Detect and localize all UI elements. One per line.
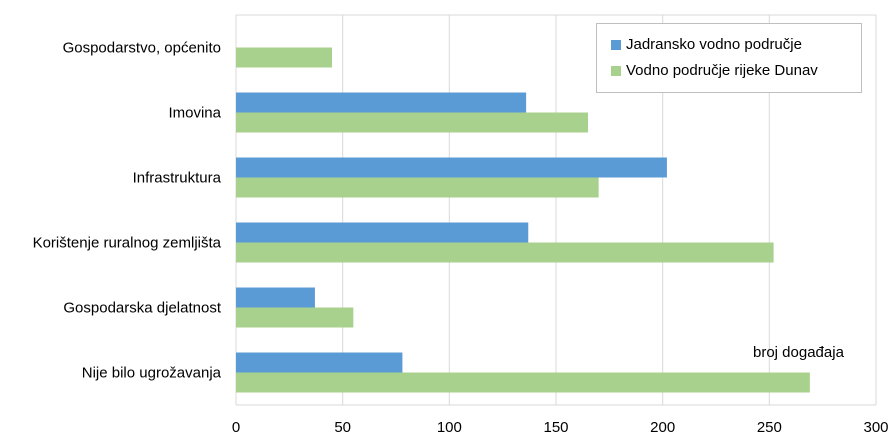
bar-dunav-0	[236, 47, 332, 68]
y-axis-labels: Gospodarstvo, općenito Imovina Infrastrukt…	[33, 40, 222, 382]
bar-dunav-5	[236, 372, 810, 393]
bar-jadransko-1	[236, 92, 527, 113]
legend-swatch-jadransko	[611, 39, 621, 50]
bar-dunav-1	[236, 112, 588, 133]
bar-jadransko-2	[236, 157, 667, 178]
legend-swatch-dunav	[611, 65, 621, 76]
x-tick-label-150: 150	[543, 419, 568, 436]
bar-dunav-2	[236, 177, 599, 198]
bar-jadransko-4	[236, 287, 315, 308]
category-label-1: Imovina	[168, 105, 221, 122]
x-tick-label-250: 250	[757, 419, 782, 436]
legend-label-jadransko: Jadransko vodno područje	[626, 36, 802, 53]
legend: Jadransko vodno područje Vodno područje …	[596, 23, 862, 93]
bar-dunav-3	[236, 242, 774, 263]
bars	[236, 47, 810, 393]
x-axis-labels: 0 50 100 150 200 250 300	[232, 419, 889, 436]
category-label-2: Infrastruktura	[133, 170, 222, 187]
legend-item-jadransko: Jadransko vodno područje	[611, 36, 802, 53]
bar-jadransko-5	[236, 352, 403, 373]
x-tick-label-0: 0	[232, 419, 240, 436]
x-tick-label-300: 300	[863, 419, 888, 436]
bar-jadransko-3	[236, 222, 529, 243]
x-tick-label-200: 200	[650, 419, 675, 436]
x-tick-label-50: 50	[334, 419, 351, 436]
category-label-3: Korištenje ruralnog zemljišta	[33, 235, 222, 252]
x-tick-label-100: 100	[437, 419, 462, 436]
category-label-0: Gospodarstvo, općenito	[63, 40, 221, 57]
legend-item-dunav: Vodno područje rijeke Dunav	[611, 62, 818, 79]
category-label-4: Gospodarska djelatnost	[63, 300, 221, 317]
category-label-5: Nije bilo ugrožavanja	[82, 365, 222, 382]
chart-annotation: broj događaja	[753, 344, 844, 361]
legend-label-dunav: Vodno područje rijeke Dunav	[626, 62, 818, 79]
bar-dunav-4	[236, 307, 354, 328]
